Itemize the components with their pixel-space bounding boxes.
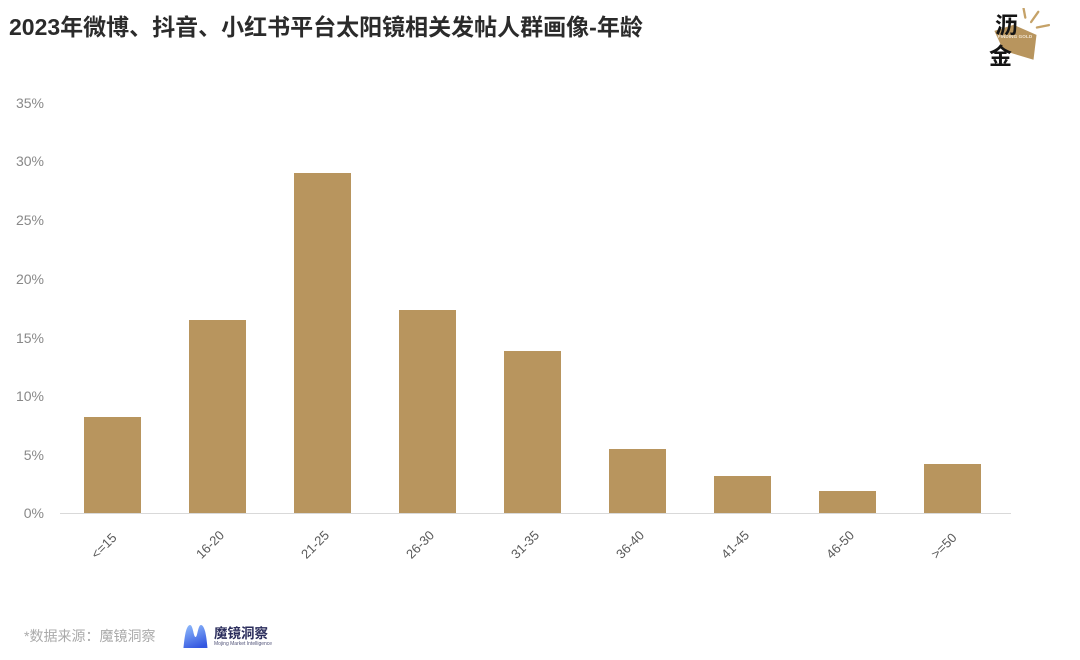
svg-text:沥: 沥 [995,8,1018,40]
svg-text:金: 金 [989,37,1012,71]
svg-text:Mojing Market Intelligence: Mojing Market Intelligence [214,641,272,647]
svg-text:魔镜洞察: 魔镜洞察 [214,622,268,642]
